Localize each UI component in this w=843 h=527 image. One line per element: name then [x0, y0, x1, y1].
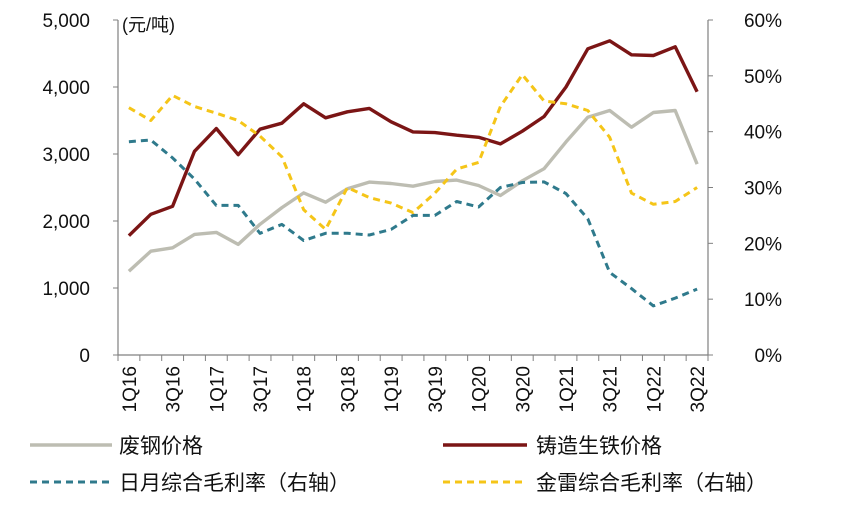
right-axis-tick-label: 0% — [755, 346, 783, 367]
right-axis-tick-label: 30% — [744, 179, 782, 200]
x-axis-tick-label: 1Q16 — [120, 366, 141, 412]
series-line-1 — [127, 108, 699, 273]
x-axis-tick-label: 1Q19 — [382, 366, 403, 412]
right-axis-tick-label: 20% — [744, 234, 782, 255]
series-line-3 — [128, 138, 698, 308]
series-line-2 — [127, 39, 699, 237]
legend-label-1: 废钢价格 — [119, 435, 203, 458]
right-axis-tick-label: 10% — [744, 290, 782, 311]
left-axis-tick-label: 0 — [79, 346, 90, 367]
legend-label-4: 金雷综合毛利率（右轴） — [536, 472, 767, 495]
x-axis-tick-label: 3Q18 — [338, 366, 359, 412]
right-axis-tick-label: 50% — [744, 67, 782, 88]
x-axis-tick-label: 3Q17 — [251, 366, 272, 412]
x-axis-tick-label: 3Q21 — [601, 366, 622, 412]
x-axis-tick-label: 3Q16 — [164, 366, 185, 412]
x-axis-tick-label: 3Q19 — [426, 366, 447, 412]
left-axis-unit-label: (元/吨) — [122, 15, 175, 35]
x-axis-tick-label: 3Q22 — [688, 366, 709, 412]
series-line-4 — [128, 73, 698, 231]
x-axis-tick-label: 1Q18 — [295, 366, 316, 412]
x-axis-tick-label: 1Q22 — [644, 366, 665, 412]
legend-label-3: 日月综合毛利率（右轴） — [119, 472, 350, 495]
right-axis-tick-label: 60% — [744, 11, 782, 32]
x-axis-tick-label: 3Q20 — [513, 366, 534, 412]
left-axis-tick-label: 3,000 — [42, 145, 90, 166]
right-axis-tick-label: 40% — [744, 123, 782, 144]
left-axis-tick-label: 4,000 — [42, 78, 90, 99]
x-axis-tick-label: 1Q17 — [207, 366, 228, 412]
left-axis-tick-label: 1,000 — [42, 279, 90, 300]
x-axis-tick-label: 1Q21 — [557, 366, 578, 412]
legend-label-2: 铸造生铁价格 — [536, 435, 662, 458]
left-axis-tick-label: 2,000 — [42, 212, 90, 233]
left-axis-tick-label: 5,000 — [42, 11, 90, 32]
x-axis-tick-label: 1Q20 — [470, 366, 491, 412]
axes-layer: 0 1,000 2,000 3,000 4,000 5,000 0% 10% 20% 30% 40%… — [42, 11, 782, 412]
series-layer — [127, 39, 699, 308]
